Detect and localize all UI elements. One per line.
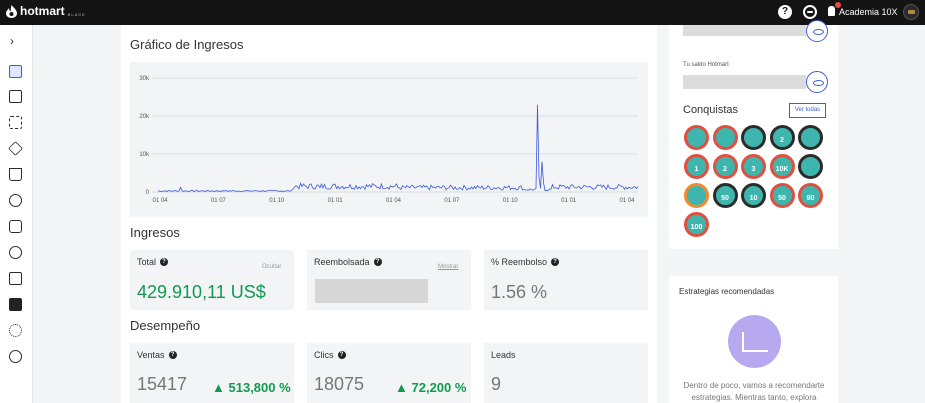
achievement-badge-icon[interactable]	[741, 125, 766, 150]
ventas-card: Ventas ? 15417 ▲ 513,800 %	[130, 343, 294, 403]
arrow-up-icon: ▲	[212, 380, 225, 395]
hotmart-logo[interactable]: hotmart BLACK	[6, 4, 86, 18]
conquistas-title: Conquistas	[683, 104, 739, 116]
chat-icon[interactable]	[9, 220, 22, 233]
achievement-badge-icon[interactable]: 3	[741, 154, 766, 179]
help-icon[interactable]: ?	[373, 258, 382, 266]
cart-icon[interactable]	[9, 168, 22, 181]
balance-hidden-bar	[683, 25, 806, 36]
achievement-badge-icon[interactable]	[798, 125, 823, 150]
achievement-badge-icon[interactable]: 50	[712, 183, 738, 208]
account-name[interactable]: Academia 10X	[839, 7, 898, 17]
strategies-title: Estrategias recomendadas	[679, 287, 775, 296]
ver-todas-button[interactable]: Ver todas	[789, 103, 826, 118]
achievement-badge-icon[interactable]: 10K	[769, 154, 795, 179]
x-tick-label: 01 07	[211, 198, 227, 204]
x-tick-label: 01 04	[619, 198, 635, 204]
achievement-badge-icon[interactable]: 2	[769, 125, 795, 150]
achievement-badge-icon[interactable]: 100	[684, 212, 709, 237]
grid-icon[interactable]	[9, 90, 22, 103]
revenue-chart-svg: 0 10k 20k 30k 01 04 01 07 01 10 01 01 01 04 01 07…	[139, 76, 639, 204]
x-tick-label: 01 04	[152, 198, 168, 204]
achievement-badge-icon[interactable]: 2	[712, 154, 738, 179]
community-icon[interactable]	[9, 350, 22, 363]
brand-sub: BLACK	[67, 11, 86, 17]
revenue-series-line	[157, 104, 639, 193]
notification-badge	[835, 2, 841, 8]
reports-icon[interactable]	[9, 272, 22, 285]
x-tick-label: 01 04	[386, 198, 402, 204]
clics-label: Clics	[314, 350, 334, 360]
dashboard-icon[interactable]	[9, 65, 22, 78]
show-link[interactable]: Mostrar	[438, 264, 459, 270]
total-value: 429.910,11 US$	[137, 282, 266, 302]
achievement-badge-icon[interactable]	[798, 154, 823, 179]
sidebar-toggle-icon[interactable]: ›	[10, 34, 14, 48]
hidden-value	[315, 279, 428, 303]
dollar-icon[interactable]	[9, 246, 22, 259]
avatar[interactable]	[903, 4, 919, 20]
strategies-text: Dentro de poco, vamos a recomendarte est…	[683, 381, 825, 402]
total-label: Total	[137, 257, 157, 267]
x-tick-label: 01 10	[503, 198, 519, 204]
sidebar: ›	[0, 25, 33, 403]
reembolsada-card: Reembolsada ? Mostrar	[307, 250, 471, 310]
achievement-badge-icon[interactable]: 10	[741, 183, 766, 208]
eye-hidden-icon[interactable]	[806, 20, 828, 42]
products-icon[interactable]	[8, 141, 23, 156]
brand-name: hotmart	[20, 4, 65, 18]
saldo-label: Tu saldo Hotmart	[683, 62, 729, 68]
help-icon[interactable]: ?	[551, 258, 560, 266]
clics-value: 18075	[314, 374, 365, 394]
help-icon[interactable]: ?	[160, 258, 169, 266]
top-bar: hotmart BLACK ? Academia 10X	[0, 0, 925, 25]
reembolsada-label: Reembolsada	[314, 257, 370, 267]
chart-growth-icon	[728, 315, 781, 368]
x-tick-label: 01 01	[561, 198, 577, 204]
leads-label: Leads	[491, 350, 516, 360]
y-tick-label: 0	[146, 190, 150, 196]
achievement-badge-icon[interactable]: 90	[798, 183, 823, 208]
ventas-value: 15417	[137, 374, 188, 394]
achievement-badge-icon[interactable]	[684, 125, 709, 150]
x-tick-label: 01 07	[444, 198, 460, 204]
revenue-chart: 0 10k 20k 30k 01 04 01 07 01 10 01 01 01 04 01 07…	[130, 62, 648, 217]
notification-icon[interactable]	[828, 6, 835, 16]
clics-delta: 72,200 %	[411, 380, 467, 395]
puzzle-icon[interactable]	[9, 298, 22, 311]
help-icon[interactable]: ?	[168, 351, 177, 359]
achievement-badge-icon[interactable]	[712, 125, 738, 150]
market-icon[interactable]	[9, 116, 22, 129]
hide-link[interactable]: Ocultar	[262, 264, 282, 270]
chart-title: Gráfico de Ingresos	[130, 37, 244, 52]
x-tick-label: 01 01	[328, 198, 344, 204]
reembolso-label: % Reembolso	[491, 257, 548, 267]
apps-icon[interactable]	[803, 5, 817, 19]
reembolso-card: % Reembolso ? 1.56 %	[484, 250, 648, 310]
clics-card: Clics ? 18075 ▲ 72,200 %	[307, 343, 471, 403]
leads-card: Leads 9	[484, 343, 648, 403]
x-tick-label: 01 10	[269, 198, 285, 204]
achievement-badge-icon[interactable]	[684, 183, 709, 208]
leads-value: 9	[491, 374, 502, 394]
desempeno-title: Desempeño	[130, 318, 201, 333]
reembolso-value: 1.56 %	[491, 282, 548, 302]
y-tick-label: 20k	[139, 114, 150, 120]
settings-icon[interactable]	[9, 324, 22, 337]
help-icon[interactable]: ?	[778, 5, 792, 19]
achievement-badge-icon[interactable]: 1	[684, 154, 709, 179]
ventas-delta: 513,800 %	[228, 380, 291, 395]
y-tick-label: 10k	[139, 152, 150, 158]
help-icon[interactable]: ?	[337, 351, 346, 359]
eye-hidden-icon[interactable]	[806, 71, 828, 93]
ingresos-title: Ingresos	[130, 225, 180, 240]
flame-icon	[6, 4, 17, 18]
y-tick-label: 30k	[139, 76, 150, 82]
transfer-icon[interactable]	[9, 194, 22, 207]
achievement-badge-icon[interactable]: 50	[769, 183, 795, 208]
total-card: Total ? Ocultar 429.910,11 US$	[130, 250, 294, 310]
arrow-up-icon: ▲	[395, 380, 408, 395]
ventas-label: Ventas	[137, 350, 165, 360]
saldo-hidden-bar	[683, 75, 806, 89]
